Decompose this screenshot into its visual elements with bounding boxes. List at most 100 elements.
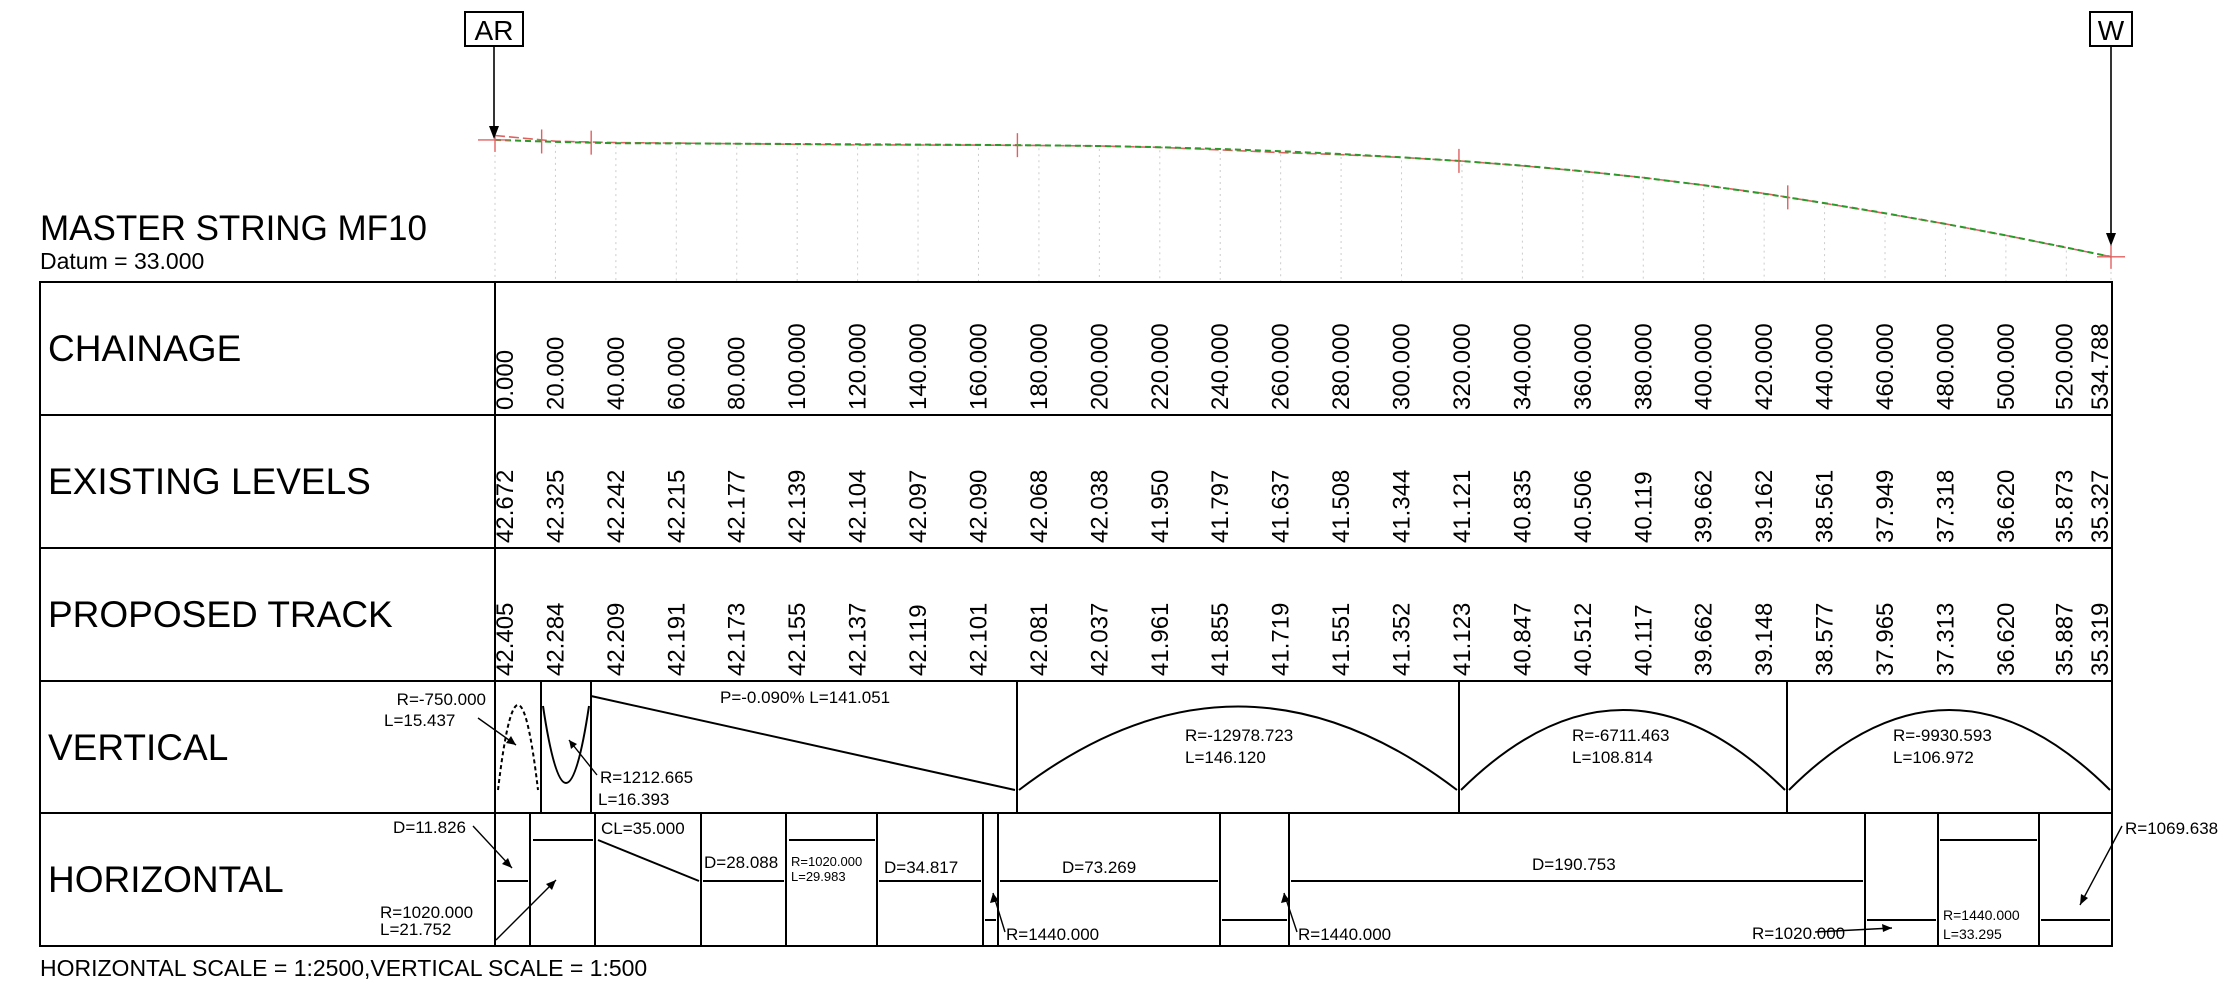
- profile-ip-ticks: [478, 127, 2125, 269]
- chainage-value: 440.000: [1812, 323, 1839, 410]
- chainage-value: 360.000: [1570, 323, 1597, 410]
- vertical-label-v4b: L=146.120: [1185, 748, 1266, 767]
- vertical-label-v6a: R=-9930.593: [1893, 726, 1992, 745]
- horizontal-alignment-geometry: [472, 813, 2123, 946]
- existing-ground-line: [494, 134, 2112, 258]
- existing-level-value: 37.318: [1932, 470, 1959, 543]
- vertical-label-v5b: L=108.814: [1572, 748, 1653, 767]
- horizontal-label-h13: R=1069.638: [2125, 819, 2218, 838]
- existing-level-value: 36.620: [1993, 470, 2020, 543]
- horizontal-arrow-head: [990, 893, 999, 903]
- chainage-value: 160.000: [965, 323, 992, 410]
- proposed-level-value: 37.965: [1872, 603, 1899, 676]
- existing-level-value: 42.177: [724, 470, 751, 543]
- horizontal-label-h8: D=73.269: [1062, 858, 1136, 877]
- existing-level-value: 40.506: [1570, 470, 1597, 543]
- horizontal-arrow-head: [1882, 924, 1892, 932]
- horizontal-label-h11: R=1020.000: [1752, 924, 1845, 943]
- vertical-label-v5a: R=-6711.463: [1572, 726, 1670, 745]
- proposed-level-value: 42.173: [724, 603, 751, 676]
- proposed-level-value: 39.662: [1691, 603, 1718, 676]
- proposed-level-value: 40.117: [1630, 604, 1657, 676]
- existing-level-value: 42.038: [1086, 470, 1113, 543]
- end-marker: W: [2089, 11, 2133, 246]
- chainage-value: 200.000: [1086, 323, 1113, 410]
- chainage-value: 460.000: [1872, 323, 1899, 410]
- horizontal-arrow-head: [2080, 894, 2088, 905]
- vertical-label-v6b: L=106.972: [1893, 748, 1974, 767]
- existing-level-value: 39.162: [1751, 470, 1778, 543]
- proposed-level-value: 42.037: [1086, 603, 1113, 676]
- row-label-vertical: VERTICAL: [48, 727, 228, 768]
- chainage-value: 280.000: [1328, 323, 1355, 410]
- vertical-label-v1a: R=-750.000: [397, 690, 486, 709]
- existing-level-value: 38.561: [1812, 470, 1839, 543]
- proposed-level-value: 42.137: [845, 603, 872, 676]
- existing-level-value: 39.662: [1691, 470, 1718, 543]
- row-label-existing-levels: EXISTING LEVELS: [48, 461, 371, 502]
- existing-level-value: 42.104: [845, 470, 872, 543]
- data-table: [39, 281, 2113, 947]
- proposed-level-value: 42.119: [905, 604, 932, 676]
- proposed-level-value: 42.405: [492, 603, 519, 676]
- end-marker-label: W: [2098, 15, 2125, 46]
- horizontal-label-h3: CL=35.000: [601, 819, 685, 838]
- datum-label: Datum = 33.000: [40, 248, 204, 274]
- existing-level-value: 42.325: [542, 470, 569, 543]
- vertical-label-v2b: L=16.393: [598, 790, 669, 809]
- existing-level-value: 42.242: [603, 470, 630, 543]
- existing-level-value: 42.139: [784, 470, 811, 543]
- scale-note: HORIZONTAL SCALE = 1:2500,VERTICAL SCALE…: [40, 955, 647, 981]
- row-label-proposed-track: PROPOSED TRACK: [48, 594, 393, 635]
- chainage-value: 180.000: [1026, 323, 1053, 410]
- chainage-value: 320.000: [1449, 323, 1476, 410]
- horizontal-label-h4: D=28.088: [704, 853, 778, 872]
- horizontal-label-h10: D=190.753: [1532, 855, 1616, 874]
- start-marker-label: AR: [475, 15, 514, 46]
- proposed-level-value: 42.284: [542, 603, 569, 676]
- chainage-value: 340.000: [1509, 323, 1536, 410]
- horizontal-arrow-head: [546, 880, 556, 890]
- vertical-label-v1b: L=15.437: [384, 711, 455, 730]
- existing-level-values: 42.672 42.325 42.242 42.215 42.177 42.139 42.1…: [492, 470, 2114, 543]
- chainage-value: 20.000: [542, 337, 569, 410]
- chainage-value: 480.000: [1932, 323, 1959, 410]
- chainage-value: 534.788: [2087, 323, 2114, 410]
- vertical-label-v2a: R=1212.665: [600, 768, 693, 787]
- existing-level-value: 41.508: [1328, 470, 1355, 543]
- chainage-value: 300.000: [1389, 323, 1416, 410]
- proposed-level-values: 42.405 42.284 42.209 42.191 42.173 42.155 42.1…: [492, 603, 2114, 676]
- proposed-level-value: 41.719: [1268, 603, 1295, 676]
- existing-level-value: 42.090: [965, 470, 992, 543]
- horizontal-label-h9: R=1440.000: [1298, 925, 1391, 944]
- chainage-value: 420.000: [1751, 323, 1778, 410]
- chainage-value: 400.000: [1691, 323, 1718, 410]
- proposed-level-value: 42.155: [784, 603, 811, 676]
- existing-level-value: 35.327: [2087, 470, 2114, 543]
- existing-level-value: 41.637: [1268, 470, 1295, 543]
- drawing-title: MASTER STRING MF10: [40, 209, 427, 248]
- start-marker: AR: [464, 11, 524, 139]
- proposed-level-value: 41.352: [1389, 603, 1416, 676]
- existing-level-value: 40.119: [1630, 471, 1657, 543]
- chainage-value: 0.000: [492, 350, 519, 410]
- chainage-value: 240.000: [1207, 323, 1234, 410]
- chainage-values: 0.000 20.000 40.000 60.000 80.000 100.000 120.…: [492, 323, 2114, 410]
- horizontal-label-h1: D=11.826: [393, 818, 466, 837]
- proposed-track-line: [494, 138, 2112, 258]
- existing-level-value: 37.949: [1872, 470, 1899, 543]
- existing-level-value: 42.672: [492, 470, 519, 543]
- proposed-level-value: 37.313: [1932, 603, 1959, 676]
- proposed-level-value: 40.847: [1509, 603, 1536, 676]
- horizontal-arrow-head: [1281, 893, 1290, 903]
- proposed-level-value: 41.551: [1328, 603, 1355, 676]
- chainage-value: 40.000: [603, 337, 630, 410]
- vertical-label-v4a: R=-12978.723: [1185, 726, 1293, 745]
- horizontal-label-h6: D=34.817: [884, 858, 958, 877]
- vertical-arrow-head: [569, 740, 577, 749]
- chainage-value: 500.000: [1993, 323, 2020, 410]
- existing-level-value: 40.835: [1509, 470, 1536, 543]
- horizontal-arrow-head: [502, 858, 512, 868]
- proposed-level-value: 41.855: [1207, 603, 1234, 676]
